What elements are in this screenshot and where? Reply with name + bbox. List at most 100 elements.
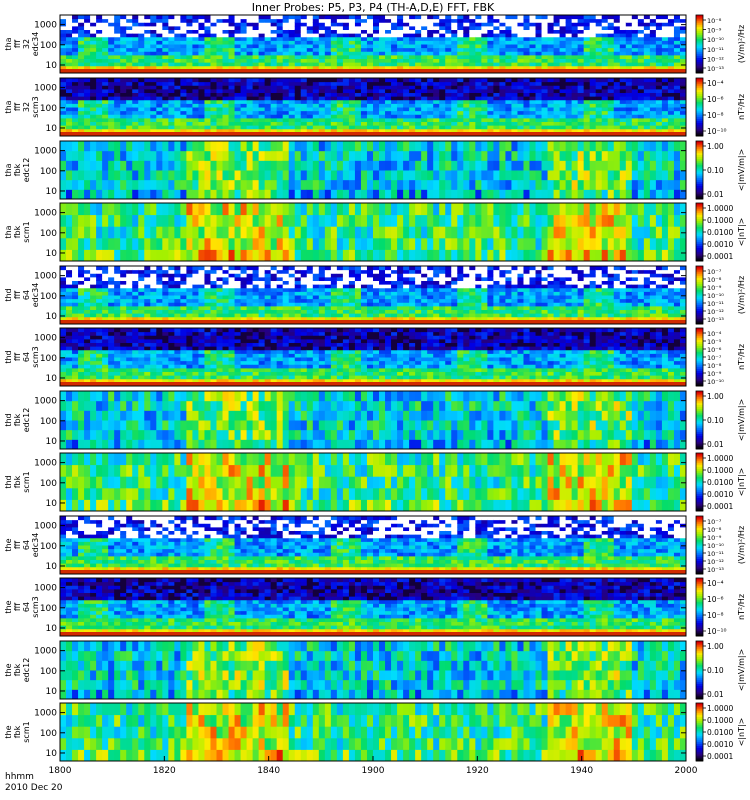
spectrogram-cell	[403, 47, 410, 52]
spectrogram-cell	[192, 15, 199, 20]
spectrogram-cell	[421, 25, 428, 31]
spectrogram-cell	[661, 237, 669, 250]
spectrogram-cell	[72, 214, 79, 227]
spectrogram-cell	[360, 58, 368, 63]
spectrogram-cell	[421, 128, 428, 133]
spectrogram-cell	[391, 18, 398, 23]
spectrogram-cell	[571, 92, 579, 97]
spectrogram-cell	[391, 121, 398, 126]
spectrogram-cell	[379, 15, 386, 20]
spectrogram-cell	[168, 128, 175, 133]
spectrogram-cell	[216, 81, 224, 86]
spectrogram-cell	[90, 203, 97, 216]
spectrogram-cell	[204, 117, 211, 123]
spectrogram-cell	[589, 58, 597, 63]
spectrogram-cell	[132, 305, 139, 311]
spectrogram-cell	[523, 15, 530, 20]
spectrogram-cell	[60, 203, 67, 216]
spectrogram-cell	[637, 125, 645, 130]
spectrogram-cell	[126, 18, 133, 23]
spectrogram-cell	[366, 47, 374, 52]
spectrogram-cell	[475, 44, 482, 49]
spectrogram-cell	[379, 18, 386, 23]
spectrogram-cell	[577, 99, 585, 104]
spectrogram-cell	[631, 249, 639, 262]
spectrogram-cell	[493, 141, 500, 152]
spectrogram-cell	[306, 237, 314, 250]
spectrogram-cell	[451, 51, 458, 56]
spectrogram-cell	[625, 99, 633, 104]
spectrogram-cell	[505, 160, 512, 171]
spectrogram-cell	[613, 33, 621, 38]
spectrogram-cell	[138, 117, 145, 123]
spectrogram-cell	[445, 33, 452, 38]
spectrogram-cell	[270, 179, 278, 190]
spectrogram-cell	[240, 203, 248, 216]
spectrogram-cell	[180, 36, 187, 41]
spectrogram-cell	[312, 85, 320, 90]
spectrogram-cell	[366, 203, 374, 216]
colorbar-segment	[696, 78, 703, 81]
spectrogram-cell	[354, 110, 362, 115]
spectrogram-cell	[180, 107, 187, 112]
spectrogram-cell	[457, 29, 464, 34]
spectrogram-cell	[571, 18, 579, 23]
spectrogram-cell	[276, 18, 284, 23]
spectrogram-cell	[511, 81, 518, 86]
spectrogram-cell	[379, 203, 386, 216]
spectrogram-cell	[679, 160, 687, 171]
spectrogram-cell	[439, 226, 446, 239]
spectrogram-cell	[415, 65, 422, 70]
spectrogram-cell	[655, 226, 663, 239]
colorbar-segment	[696, 253, 703, 256]
spectrogram-cell	[673, 29, 681, 34]
spectrogram-cell	[523, 51, 530, 56]
colorbar-segment	[696, 218, 703, 221]
spectrogram-cell	[282, 33, 290, 38]
spectrogram-cell	[162, 33, 169, 38]
spectrogram-cell	[252, 51, 260, 56]
panel-frame	[59, 140, 687, 200]
spectrogram-cell	[373, 92, 380, 97]
spectrogram-cell	[264, 141, 272, 152]
spectrogram-cell	[535, 125, 543, 130]
spectrogram-cell	[276, 40, 284, 45]
spectrogram-cell	[168, 65, 175, 70]
spectrogram-cell	[150, 103, 157, 108]
spectrogram-cell	[607, 150, 615, 161]
spectrogram-cell	[252, 117, 260, 123]
spectrogram-cell	[120, 291, 127, 296]
spectrogram-cell	[330, 160, 338, 171]
spectrogram-cell	[595, 18, 603, 23]
spectrogram-cell	[108, 203, 115, 216]
colorbar-segment	[696, 36, 703, 39]
spectrogram-cell	[607, 51, 615, 56]
spectrogram-cell	[186, 47, 193, 52]
colorbar-segment	[696, 173, 703, 177]
spectrogram-cell	[366, 29, 374, 34]
spectrogram-cell	[619, 103, 627, 108]
spectrogram-cell	[577, 85, 585, 90]
spectrogram-cell	[493, 85, 500, 90]
spectrogram-cell	[366, 110, 374, 115]
spectrogram-cell	[96, 96, 103, 101]
spectrogram-cell	[240, 81, 248, 86]
spectrogram-cell	[607, 121, 615, 126]
spectrogram-cell	[451, 62, 458, 67]
spectrogram-cell	[276, 51, 284, 56]
spectrogram-cell	[373, 125, 380, 130]
spectrogram-cell	[415, 78, 422, 83]
spectrogram-cell	[511, 78, 518, 83]
spectrogram-cell	[457, 249, 464, 262]
spectrogram-cell	[499, 15, 506, 20]
spectrogram-cell	[679, 189, 687, 200]
spectrogram-cell	[463, 85, 470, 90]
spectrogram-cell	[174, 203, 181, 216]
spectrogram-cell	[529, 160, 537, 171]
spectrogram-cell	[511, 18, 518, 23]
spectrogram-cell	[150, 44, 157, 49]
spectrogram-cell	[312, 189, 320, 200]
spectrogram-cell	[511, 47, 518, 52]
spectrogram-cell	[505, 128, 512, 133]
spectrogram-cell	[547, 47, 555, 52]
